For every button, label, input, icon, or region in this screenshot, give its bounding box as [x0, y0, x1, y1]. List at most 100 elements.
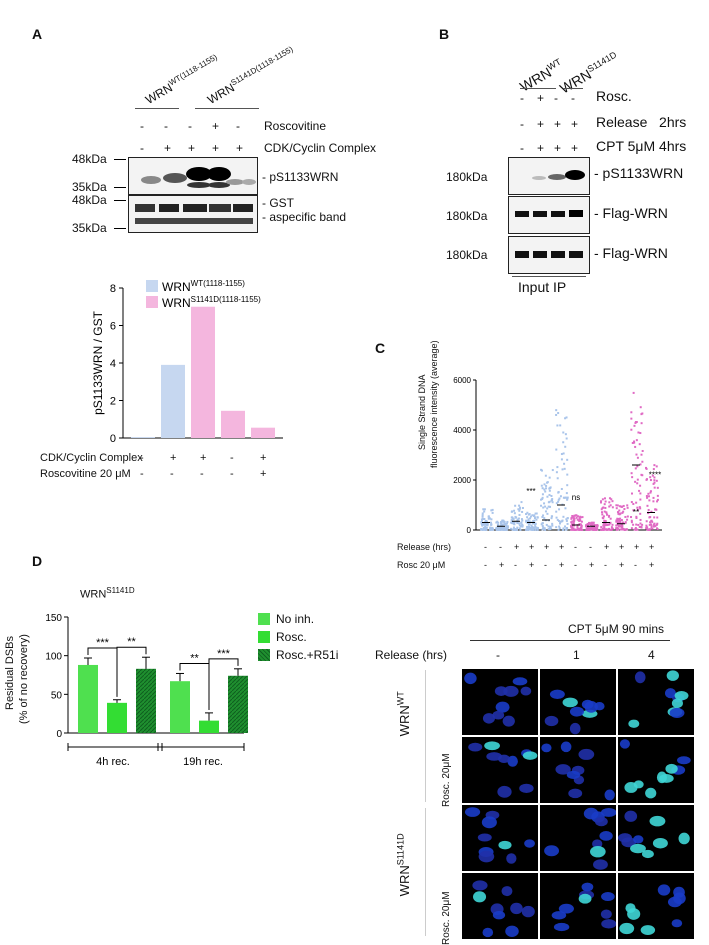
chart-c-point: [617, 528, 620, 531]
nucleus: [657, 884, 671, 896]
chart-c-point: [532, 528, 535, 531]
chart-c-point: [545, 484, 548, 487]
chart-c-point: [562, 452, 565, 455]
chart-c-point: [626, 528, 629, 531]
chart-c-sign: -: [604, 560, 607, 570]
chart-c-point: [630, 519, 633, 522]
panel-b-mw2: 180kDa: [446, 209, 488, 223]
chart-c-point: [635, 439, 638, 442]
chart-c-point: [489, 527, 492, 530]
chart-c-point: [573, 517, 576, 520]
chart-c-point: [630, 428, 633, 431]
chart-c-point: [534, 522, 537, 525]
chart-d-legend-label: No inh.: [276, 612, 315, 626]
chart-c-point: [503, 526, 506, 529]
band-aspecific-label: - aspecific band: [262, 210, 347, 224]
chart-c-point: [544, 505, 547, 508]
chart-c-point: [520, 521, 523, 524]
chart-c-point: [564, 417, 567, 420]
chart-c-point: [555, 510, 558, 513]
chart-a-sign: +: [170, 452, 177, 464]
panel-b-band3: - Flag-WRN: [594, 245, 668, 261]
chart-c-point: [562, 515, 565, 518]
chart-c-point: [495, 521, 498, 524]
chart-c-point: [616, 511, 619, 514]
nucleus: [677, 756, 691, 765]
chart-c-point: [573, 514, 576, 517]
chart-c-point: [527, 520, 530, 523]
panel-b-cpt-label: CPT 5μM 4hrs: [596, 138, 687, 154]
micrograph-nuclei: [464, 672, 532, 727]
chart-c-point: [632, 502, 635, 505]
chart-c-point: [551, 524, 554, 527]
chart-c-point: [531, 525, 534, 528]
chart-c-point: [576, 526, 579, 529]
nucleus: [498, 840, 512, 850]
panel-c-ylabel-1: Single Strand DNA: [417, 374, 427, 450]
chart-c-point: [505, 522, 508, 525]
chart-c-point: [541, 498, 544, 501]
chart-c-point: [515, 516, 518, 519]
chart-c-point: [555, 516, 558, 519]
mw-35kda-top: 35kDa: [72, 180, 107, 194]
chart-c-sign: -: [484, 560, 487, 570]
chart-a-bar: [131, 437, 155, 438]
nucleus: [649, 815, 666, 827]
chart-c-point: [510, 519, 513, 522]
chart-c-point: [488, 516, 491, 519]
chart-c-sign: +: [634, 542, 640, 552]
nucleus: [478, 850, 495, 863]
chart-c-point: [532, 515, 535, 518]
chart-c-point: [484, 527, 487, 530]
panel-c-letter: C: [375, 340, 386, 356]
chart-c-sign: -: [514, 560, 517, 570]
chart-c-point: [517, 508, 520, 511]
chart-c-point: [630, 501, 633, 504]
chart-c-point: [481, 515, 484, 518]
chart-c-point: [528, 526, 531, 529]
nucleus: [624, 810, 638, 822]
panel-b-letter: B: [439, 26, 450, 42]
chart-a-ytick-label: 6: [110, 321, 116, 333]
nucleus: [464, 807, 481, 817]
chart-c-point: [587, 527, 590, 530]
chart-c-point: [565, 492, 568, 495]
chart-c-point: [636, 456, 639, 459]
chart-a-row2-label: Roscovitine 20 μM: [40, 468, 131, 480]
chart-c-point: [534, 523, 537, 526]
chart-c-point: [543, 502, 546, 505]
chart-c-point: [504, 524, 507, 527]
chart-c-point: [601, 513, 604, 516]
micrograph-tile: [539, 804, 617, 872]
chart-c-point: [565, 437, 568, 440]
chart-c-point: [561, 468, 564, 471]
chart-c-point: [619, 521, 622, 524]
chart-c-point: [481, 512, 484, 515]
chart-c-point: [655, 523, 658, 526]
chart-c-point: [617, 518, 620, 521]
nucleus: [477, 833, 492, 842]
chart-c-point: [632, 509, 635, 512]
chart-c-point: [606, 513, 609, 516]
chart-c-point: [656, 516, 659, 519]
chart-c-point: [656, 527, 659, 530]
nucleus: [630, 843, 646, 854]
chart-c-point: [564, 496, 567, 499]
chart-c-sign: +: [619, 560, 625, 570]
chart-c-point: [484, 528, 487, 531]
chart-c-point: [515, 528, 518, 531]
chart-c-point: [503, 521, 506, 524]
chart-c-point: [502, 519, 505, 522]
chart-c-point: [604, 519, 607, 522]
chart-c-point: [641, 523, 644, 526]
chart-c-point: [640, 453, 643, 456]
chart-c-point: [521, 519, 524, 522]
nucleus: [510, 902, 523, 915]
chart-c-point: [653, 476, 656, 479]
chart-c-point: [600, 528, 603, 531]
chart-c-point: [621, 511, 624, 514]
chart-c-point: [626, 518, 629, 521]
chart-c-point: [506, 525, 509, 528]
chart-c-point: [587, 522, 590, 525]
chart-c-point: [482, 508, 485, 511]
